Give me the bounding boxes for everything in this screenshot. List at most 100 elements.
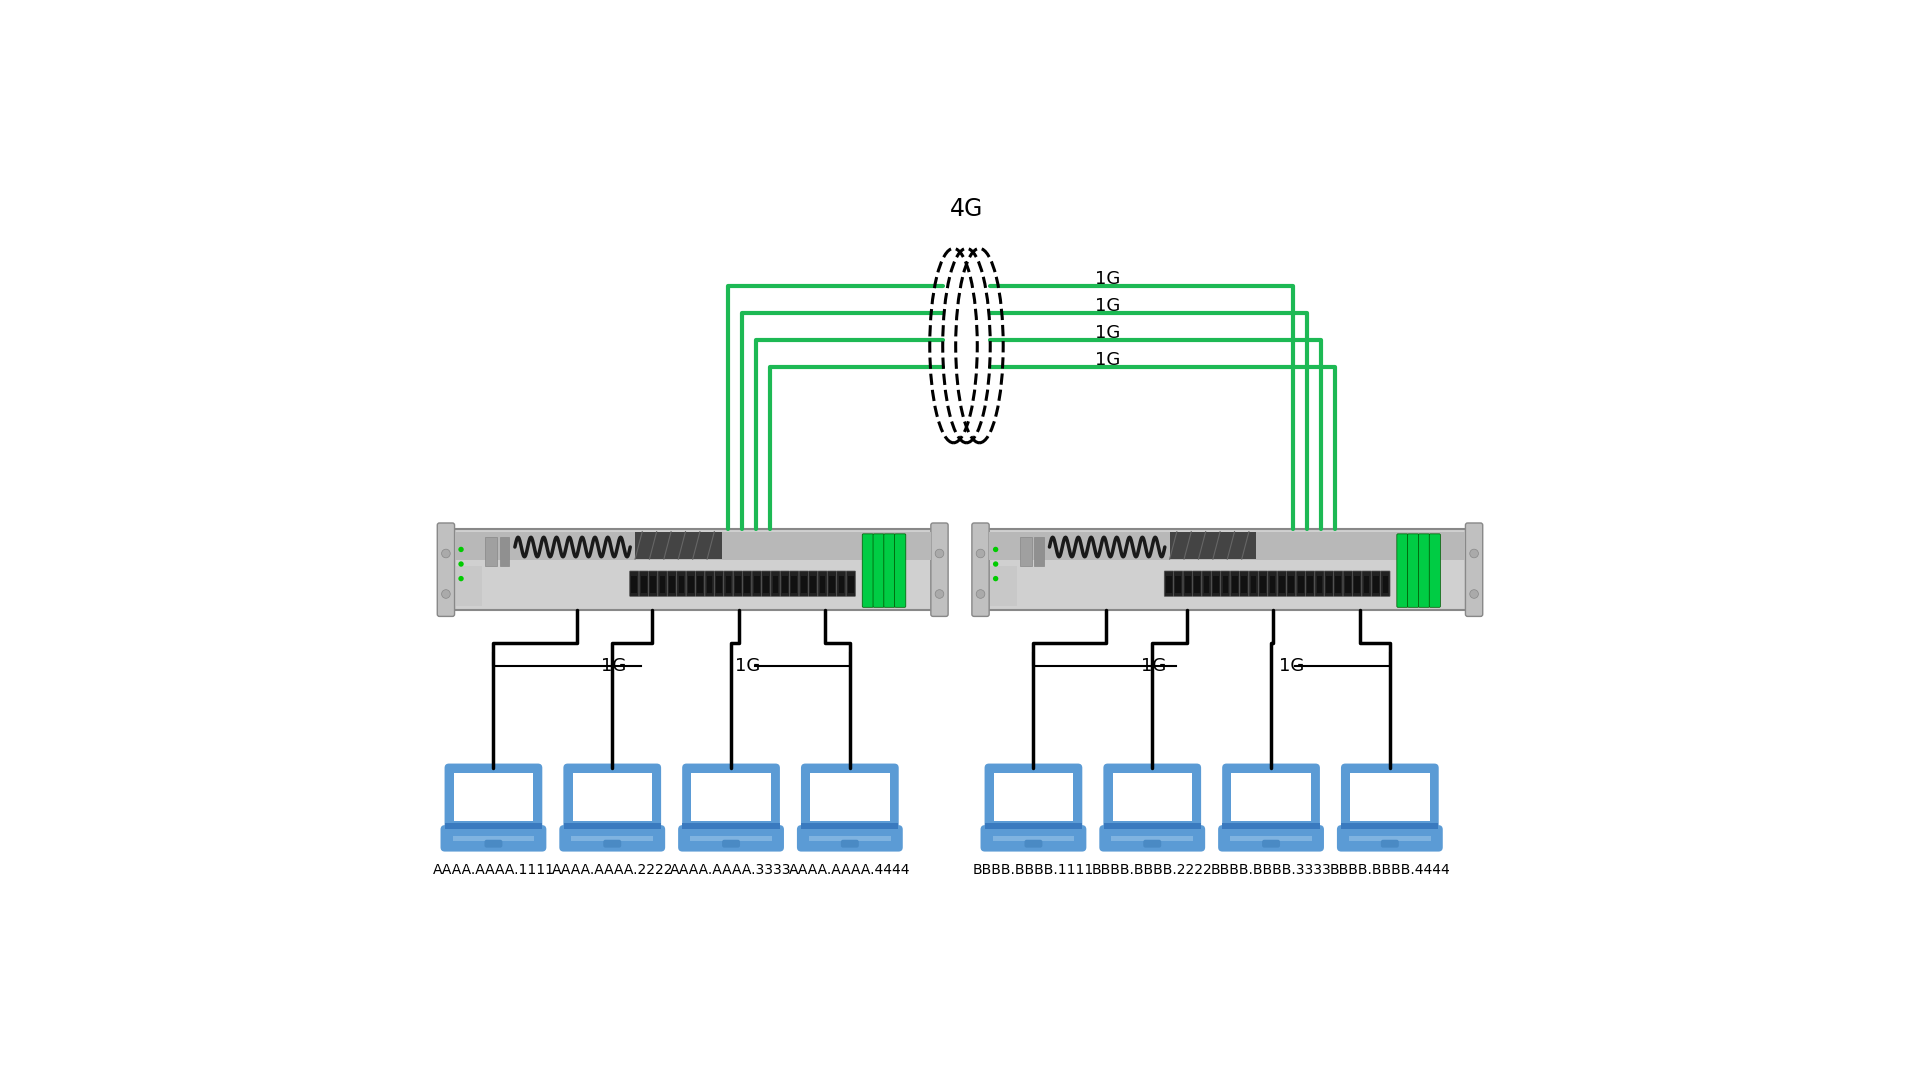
FancyBboxPatch shape	[1221, 571, 1231, 596]
Text: 1G: 1G	[1140, 658, 1167, 675]
Circle shape	[935, 590, 945, 598]
Text: AAAA.AAAA.1111: AAAA.AAAA.1111	[432, 864, 555, 877]
Bar	[564, 823, 660, 829]
FancyBboxPatch shape	[630, 571, 639, 596]
FancyBboxPatch shape	[801, 764, 899, 831]
Bar	[1350, 836, 1430, 841]
Bar	[1104, 823, 1200, 829]
Bar	[1373, 576, 1379, 593]
FancyBboxPatch shape	[841, 840, 858, 848]
Bar	[678, 576, 684, 593]
FancyBboxPatch shape	[862, 534, 874, 607]
Bar	[808, 836, 891, 841]
Circle shape	[442, 590, 449, 598]
Bar	[1112, 836, 1192, 841]
Bar	[1336, 576, 1342, 593]
Bar	[839, 576, 845, 593]
Bar	[1308, 576, 1313, 593]
Bar	[1344, 576, 1350, 593]
FancyBboxPatch shape	[981, 825, 1087, 851]
Text: 1G: 1G	[601, 658, 626, 675]
FancyBboxPatch shape	[1325, 571, 1334, 596]
Text: 1G: 1G	[1279, 658, 1304, 675]
Bar	[810, 773, 889, 821]
FancyBboxPatch shape	[1100, 825, 1206, 851]
FancyBboxPatch shape	[1340, 764, 1438, 831]
Bar	[1165, 576, 1171, 593]
FancyBboxPatch shape	[985, 764, 1083, 831]
Circle shape	[993, 562, 998, 567]
Bar	[1169, 531, 1256, 559]
Bar	[1112, 773, 1192, 821]
FancyBboxPatch shape	[1173, 571, 1183, 596]
FancyBboxPatch shape	[1183, 571, 1192, 596]
FancyBboxPatch shape	[453, 529, 933, 610]
FancyBboxPatch shape	[780, 571, 789, 596]
FancyBboxPatch shape	[1334, 571, 1342, 596]
Bar	[820, 576, 826, 593]
FancyBboxPatch shape	[883, 534, 895, 607]
FancyBboxPatch shape	[1286, 571, 1296, 596]
Circle shape	[993, 576, 998, 581]
Bar	[697, 576, 703, 593]
FancyBboxPatch shape	[797, 825, 902, 851]
Bar	[691, 773, 770, 821]
FancyBboxPatch shape	[1142, 840, 1162, 848]
FancyBboxPatch shape	[1231, 571, 1240, 596]
FancyBboxPatch shape	[1398, 534, 1407, 607]
Text: AAAA.AAAA.3333: AAAA.AAAA.3333	[670, 864, 791, 877]
FancyBboxPatch shape	[972, 523, 989, 617]
Circle shape	[1471, 549, 1478, 557]
Bar	[486, 537, 497, 566]
Bar	[1288, 576, 1294, 593]
Bar	[682, 823, 780, 829]
FancyBboxPatch shape	[682, 764, 780, 831]
Bar	[991, 566, 1018, 606]
FancyBboxPatch shape	[1361, 571, 1371, 596]
FancyBboxPatch shape	[659, 571, 666, 596]
FancyBboxPatch shape	[837, 571, 847, 596]
Text: BBBB.BBBB.1111: BBBB.BBBB.1111	[973, 864, 1094, 877]
Bar	[707, 576, 712, 593]
FancyBboxPatch shape	[603, 840, 622, 848]
FancyBboxPatch shape	[1267, 571, 1277, 596]
FancyBboxPatch shape	[808, 571, 818, 596]
Bar	[1185, 576, 1190, 593]
FancyBboxPatch shape	[484, 840, 503, 848]
FancyBboxPatch shape	[1344, 571, 1352, 596]
FancyBboxPatch shape	[678, 825, 783, 851]
Text: 1G: 1G	[1094, 297, 1119, 314]
Bar	[1298, 576, 1304, 593]
Bar	[668, 576, 674, 593]
Bar	[726, 576, 732, 593]
Bar	[745, 576, 751, 593]
FancyBboxPatch shape	[762, 571, 770, 596]
Bar	[829, 576, 835, 593]
Text: AAAA.AAAA.2222: AAAA.AAAA.2222	[551, 864, 674, 877]
Circle shape	[935, 549, 945, 557]
Bar	[455, 566, 482, 606]
Circle shape	[442, 549, 449, 557]
Bar	[660, 576, 666, 593]
Bar	[1317, 576, 1323, 593]
FancyBboxPatch shape	[1192, 571, 1202, 596]
FancyBboxPatch shape	[714, 571, 724, 596]
Bar	[1231, 773, 1311, 821]
FancyBboxPatch shape	[1223, 764, 1319, 831]
FancyBboxPatch shape	[1164, 571, 1173, 596]
FancyBboxPatch shape	[685, 571, 695, 596]
FancyBboxPatch shape	[440, 825, 547, 851]
Text: BBBB.BBBB.4444: BBBB.BBBB.4444	[1329, 864, 1450, 877]
Bar	[641, 576, 647, 593]
Circle shape	[975, 590, 985, 598]
Bar	[651, 576, 657, 593]
Bar	[1194, 576, 1200, 593]
Bar	[995, 773, 1073, 821]
Bar	[453, 836, 534, 841]
FancyBboxPatch shape	[874, 534, 885, 607]
FancyBboxPatch shape	[1336, 825, 1442, 851]
Bar	[1231, 836, 1311, 841]
FancyBboxPatch shape	[733, 571, 743, 596]
FancyBboxPatch shape	[799, 571, 808, 596]
FancyBboxPatch shape	[1240, 571, 1248, 596]
